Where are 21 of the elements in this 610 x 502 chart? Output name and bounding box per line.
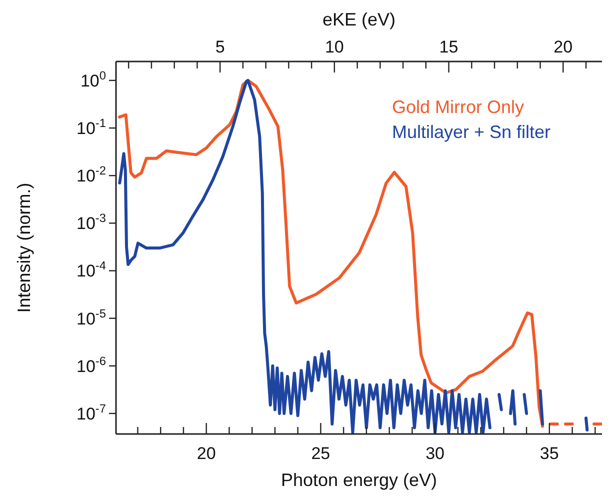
x-tick-label: 35 [540,444,559,463]
x-tick-label: 25 [311,444,330,463]
y-tick-label: 10$^{-2}$ [76,164,106,186]
x-tick-label: 20 [196,444,216,463]
y-tick-label: 10$^{-3}$ [76,211,106,234]
x2-tick-label: 5 [215,38,225,56]
y-tick-label: 10$^{0}$ [80,68,106,90]
text: Gold Mirror Only [392,97,524,117]
y-axis-title: Intensity (norm.) [14,182,34,313]
x-axis-title: Photon energy (eV) [280,470,438,490]
x2-tick-label: 20 [554,38,573,56]
y-tick-label: 10$^{-1}$ [76,116,106,138]
x-tick-label: 30 [426,444,445,463]
y-tick-label: 10$^{-7}$ [76,401,106,424]
y-tick-label: 10$^{-6}$ [76,354,106,376]
x2-tick-label: 10 [324,38,344,56]
text: Multilayer + Sn filter [392,122,551,142]
y-tick-label: 10$^{-5}$ [76,306,106,328]
x2-tick-label: 15 [439,38,458,56]
x2-axis-title: eKE (eV) [322,10,396,30]
y-tick-label: 10$^{-4}$ [76,258,106,281]
